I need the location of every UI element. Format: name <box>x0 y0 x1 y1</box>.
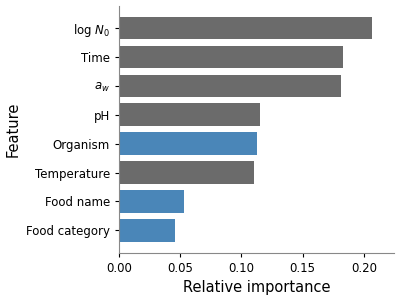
Bar <box>119 104 260 126</box>
Bar <box>119 17 372 39</box>
Bar <box>119 46 343 68</box>
Bar <box>119 132 258 155</box>
Bar <box>119 161 254 184</box>
Y-axis label: Feature: Feature <box>6 101 20 157</box>
X-axis label: Relative importance: Relative importance <box>183 281 330 296</box>
Bar <box>119 219 176 242</box>
Bar <box>119 190 184 213</box>
Bar <box>119 75 341 97</box>
